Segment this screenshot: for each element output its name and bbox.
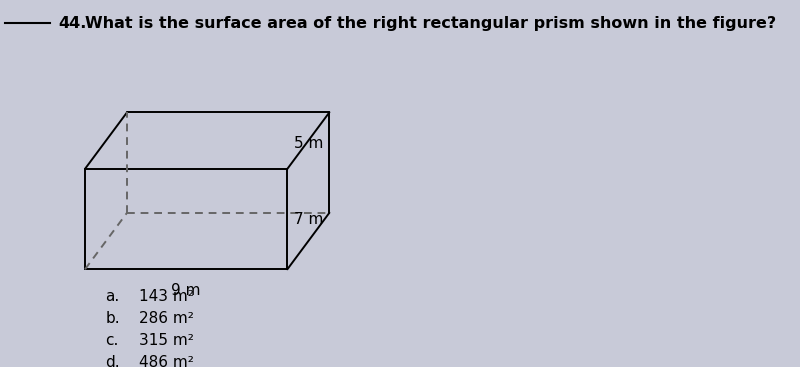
Text: d.: d. xyxy=(106,355,120,367)
Text: 315 m²: 315 m² xyxy=(139,333,194,348)
Text: 44.: 44. xyxy=(58,15,86,30)
Text: 143 m²: 143 m² xyxy=(139,290,194,304)
Text: 486 m²: 486 m² xyxy=(139,355,194,367)
Text: 9 m: 9 m xyxy=(171,283,201,298)
Text: 7 m: 7 m xyxy=(294,212,323,226)
Text: a.: a. xyxy=(106,290,119,304)
Text: b.: b. xyxy=(106,311,120,326)
Text: 286 m²: 286 m² xyxy=(139,311,194,326)
Text: What is the surface area of the right rectangular prism shown in the figure?: What is the surface area of the right re… xyxy=(85,15,776,30)
Text: c.: c. xyxy=(106,333,118,348)
Text: 5 m: 5 m xyxy=(294,136,323,151)
